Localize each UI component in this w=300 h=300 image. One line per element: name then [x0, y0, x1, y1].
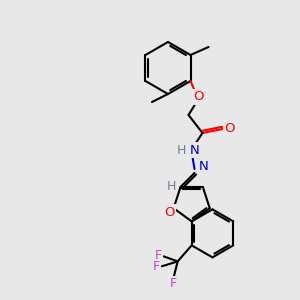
Text: F: F: [153, 260, 160, 273]
Text: H: H: [167, 179, 176, 193]
Text: F: F: [170, 277, 177, 290]
Text: O: O: [224, 122, 235, 134]
Text: N: N: [190, 143, 200, 157]
Text: O: O: [164, 206, 175, 219]
Text: N: N: [199, 160, 208, 173]
Text: F: F: [155, 249, 162, 262]
Text: O: O: [193, 91, 204, 103]
Text: H: H: [177, 143, 186, 157]
